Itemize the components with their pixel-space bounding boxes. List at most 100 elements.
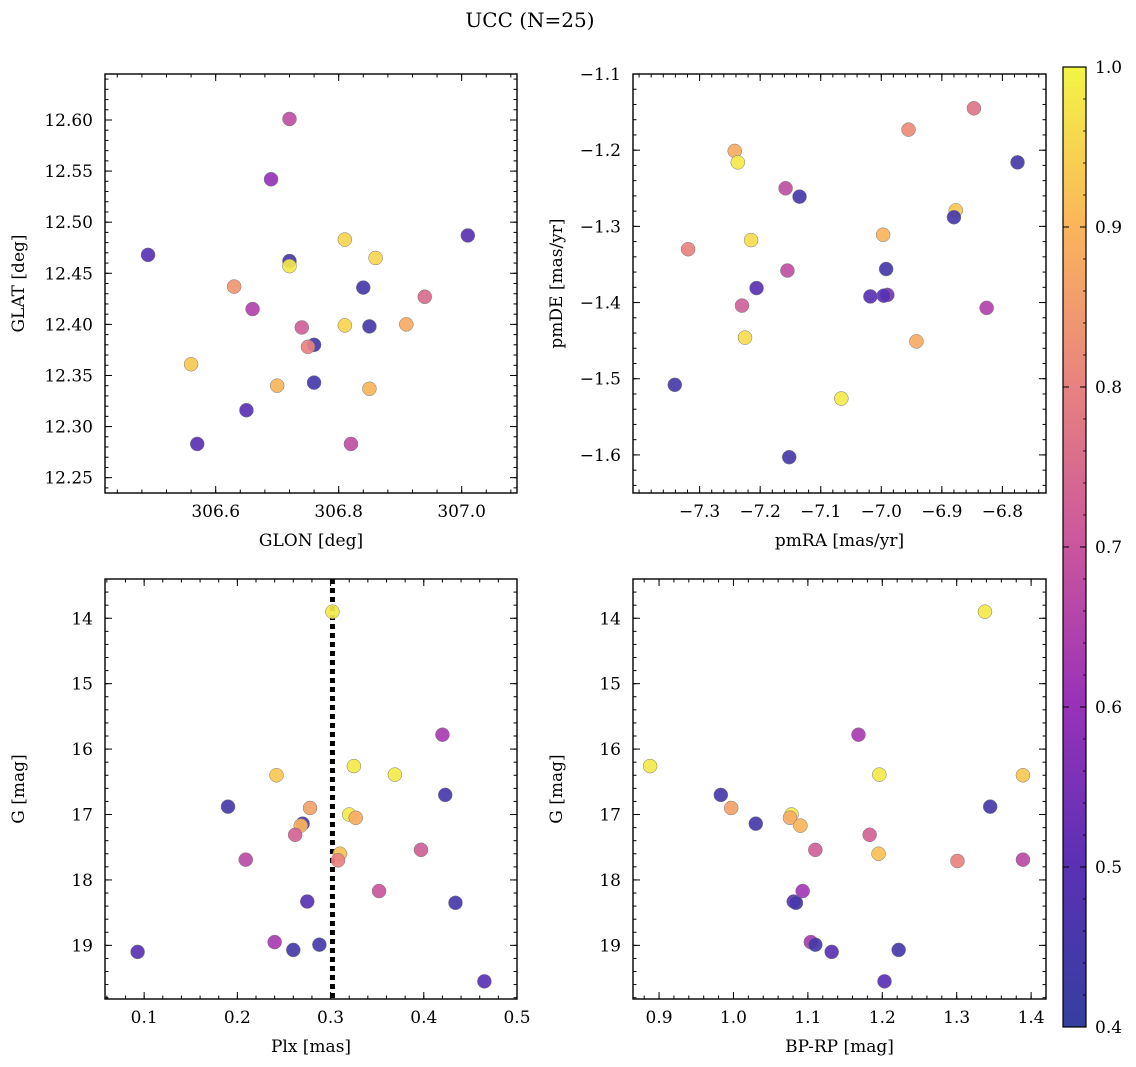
data-point	[245, 301, 260, 317]
ticks	[633, 578, 1047, 999]
x-tick-label: 0.2	[224, 1008, 251, 1028]
data-point	[362, 319, 377, 334]
y-tick-label: 17	[71, 806, 93, 826]
x-tick-label: 0.3	[317, 1008, 344, 1028]
data-point	[337, 232, 353, 247]
data-point	[300, 894, 315, 909]
y-tick-label: −1.4	[580, 294, 621, 314]
x-tick-label: 1.0	[720, 1008, 747, 1028]
data-point	[226, 279, 242, 294]
data-point	[300, 339, 316, 355]
x-axis-label: BP-RP [mag]	[785, 1037, 894, 1057]
data-point	[782, 810, 798, 826]
scatter-points	[130, 604, 492, 989]
data-point	[977, 604, 993, 619]
x-tick-label: 0.4	[410, 1008, 437, 1028]
data-point	[1015, 768, 1031, 783]
data-point	[901, 122, 916, 137]
y-tick-label: 16	[71, 740, 93, 760]
data-point	[862, 827, 877, 843]
x-tick-label: 307.0	[437, 502, 486, 522]
y-axis-label: GLAT [deg]	[9, 234, 29, 332]
data-point	[1010, 155, 1025, 170]
data-point	[302, 800, 318, 816]
data-point	[713, 787, 729, 803]
data-point	[737, 330, 753, 345]
y-tick-label: 16	[599, 740, 621, 760]
data-point	[346, 758, 362, 774]
x-axis-label: Plx [mas]	[271, 1037, 351, 1057]
data-point	[680, 241, 696, 257]
ticks	[105, 74, 517, 493]
data-point	[330, 853, 346, 868]
data-point	[834, 391, 849, 406]
x-tick-label: 0.1	[131, 1008, 158, 1028]
ticks	[105, 578, 518, 999]
y-tick-label: 12.35	[44, 366, 93, 386]
data-point	[368, 250, 383, 266]
data-point	[780, 263, 795, 278]
x-tick-label: −6.9	[921, 502, 962, 522]
colorbar-tick-label: 1.0	[1095, 58, 1122, 78]
data-point	[238, 852, 254, 867]
y-tick-label: 15	[599, 675, 621, 695]
data-point	[792, 189, 807, 204]
data-point	[723, 800, 739, 816]
data-point	[387, 767, 403, 782]
data-point	[642, 758, 658, 774]
panel-cmd: 0.9 1.0 1.1 1.2 1.3 1.4 14 15 16 17 18 19 BP-RP [mag…	[547, 578, 1047, 1057]
x-tick-label: 306.8	[314, 502, 363, 522]
x-tick-label: 1.1	[794, 1008, 821, 1028]
panel-pm: −7.3 −7.2 −7.1 −7.0 −6.9 −6.8 −1.6 −1.5 −1.4 −1.3…	[547, 65, 1047, 551]
y-tick-label: 18	[71, 871, 93, 891]
data-point	[448, 895, 463, 911]
figure-title: UCC (N=25)	[465, 8, 594, 32]
data-point	[343, 436, 359, 452]
data-point	[863, 289, 878, 304]
data-point	[909, 334, 924, 349]
data-point	[851, 727, 866, 742]
data-point	[325, 604, 340, 619]
data-point	[399, 317, 414, 332]
data-point	[417, 289, 433, 305]
data-point	[743, 232, 759, 248]
data-point	[437, 787, 453, 803]
data-point	[795, 883, 810, 899]
data-point	[734, 298, 750, 313]
x-tick-label: 306.6	[191, 502, 240, 522]
scatter-points	[140, 111, 476, 452]
data-point	[306, 375, 322, 390]
data-point	[282, 111, 297, 127]
data-point	[982, 799, 998, 814]
y-tick-label: −1.3	[580, 217, 621, 237]
data-point	[371, 883, 387, 899]
x-tick-label: 1.2	[869, 1008, 896, 1028]
data-point	[781, 449, 797, 465]
y-tick-label: 19	[71, 936, 93, 956]
data-point	[460, 228, 476, 243]
y-tick-label: 12.60	[44, 111, 93, 131]
y-tick-label: −1.1	[580, 65, 621, 85]
data-point	[876, 288, 891, 303]
y-axis-label: pmDE [mas/yr]	[547, 218, 567, 348]
data-point	[875, 227, 891, 242]
scatter-points	[667, 101, 1025, 465]
y-axis-label: G [mag]	[9, 754, 29, 823]
data-point	[1015, 852, 1031, 867]
data-point	[872, 767, 887, 782]
plot-frame	[104, 578, 518, 1000]
data-point	[130, 944, 145, 960]
colorbar-tick-label: 0.6	[1095, 698, 1122, 718]
data-point	[337, 318, 353, 333]
y-tick-label: 12.50	[44, 213, 93, 233]
data-point	[778, 181, 793, 196]
y-tick-label: 17	[599, 806, 621, 826]
y-tick-label: 12.40	[44, 315, 93, 335]
x-tick-label: −7.1	[800, 502, 841, 522]
data-point	[808, 842, 823, 858]
colorbar-tick-label: 0.8	[1095, 378, 1122, 398]
data-point	[966, 101, 982, 116]
data-point	[267, 934, 282, 950]
y-tick-label: 12.55	[44, 162, 93, 182]
data-point	[269, 768, 284, 783]
